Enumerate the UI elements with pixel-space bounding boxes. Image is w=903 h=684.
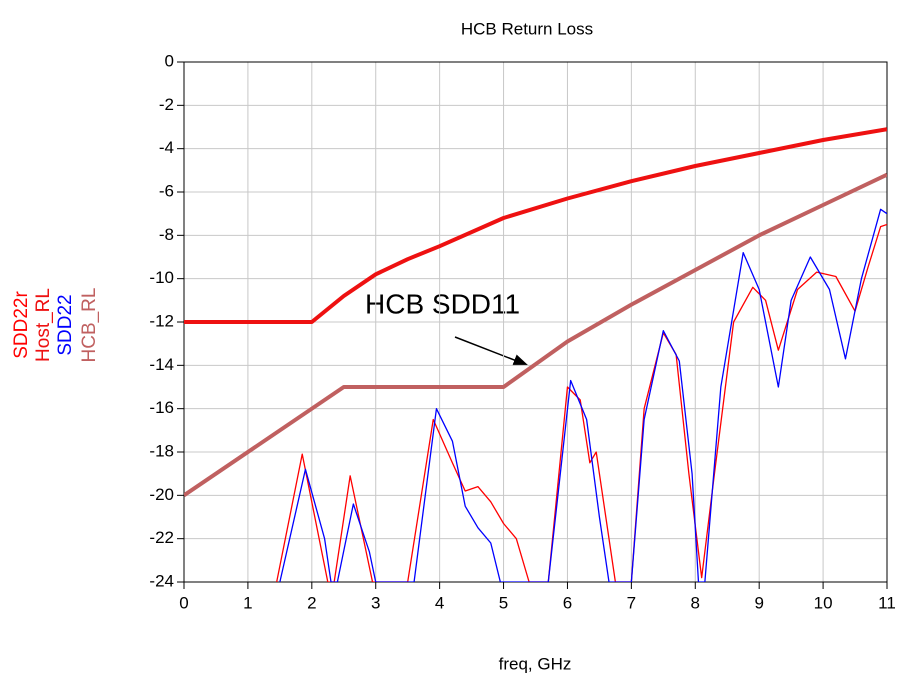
legend-label: HCB_RL	[79, 288, 100, 363]
y-tick-label: 0	[165, 51, 174, 70]
y-tick-label: -20	[149, 485, 174, 504]
x-tick-label: 3	[371, 593, 380, 612]
legend-label: SDD22	[55, 294, 76, 355]
annotation-arrow	[454, 336, 529, 366]
series-line	[279, 208, 887, 582]
plot-area	[184, 127, 887, 582]
y-tick-label: -6	[159, 181, 174, 200]
y-tick-label: -24	[149, 571, 174, 590]
x-tick-label: 11	[878, 593, 896, 612]
x-tick-label: 9	[754, 593, 763, 612]
series-line	[184, 172, 887, 497]
x-tick-label: 1	[243, 593, 252, 612]
series-line	[184, 127, 887, 324]
y-tick-label: -10	[149, 268, 174, 287]
annotation: HCB SDD11	[365, 288, 520, 319]
y-tick-label: -16	[149, 398, 174, 417]
x-tick-label: 10	[814, 593, 833, 612]
y-tick-label: -4	[159, 138, 174, 157]
x-tick-label: 8	[691, 593, 700, 612]
legend-label: SDD22r	[11, 291, 32, 359]
x-tick-label: 2	[307, 593, 316, 612]
y-tick-label: -18	[149, 441, 174, 460]
x-tick-label: 0	[179, 593, 188, 612]
x-tick-label: 6	[563, 593, 572, 612]
y-tick-label: -22	[149, 528, 174, 547]
y-tick-label: -8	[159, 225, 174, 244]
x-tick-label: 7	[627, 593, 636, 612]
x-axis-label: freq, GHz	[499, 654, 572, 673]
x-tick-label: 4	[435, 593, 444, 612]
y-tick-label: -2	[159, 95, 174, 114]
x-tick-label: 5	[499, 593, 508, 612]
y-tick-label: -12	[149, 311, 174, 330]
legend-label: Host_RL	[33, 288, 54, 362]
chart-title: HCB Return Loss	[461, 19, 593, 38]
y-tick-label: -14	[149, 355, 174, 374]
